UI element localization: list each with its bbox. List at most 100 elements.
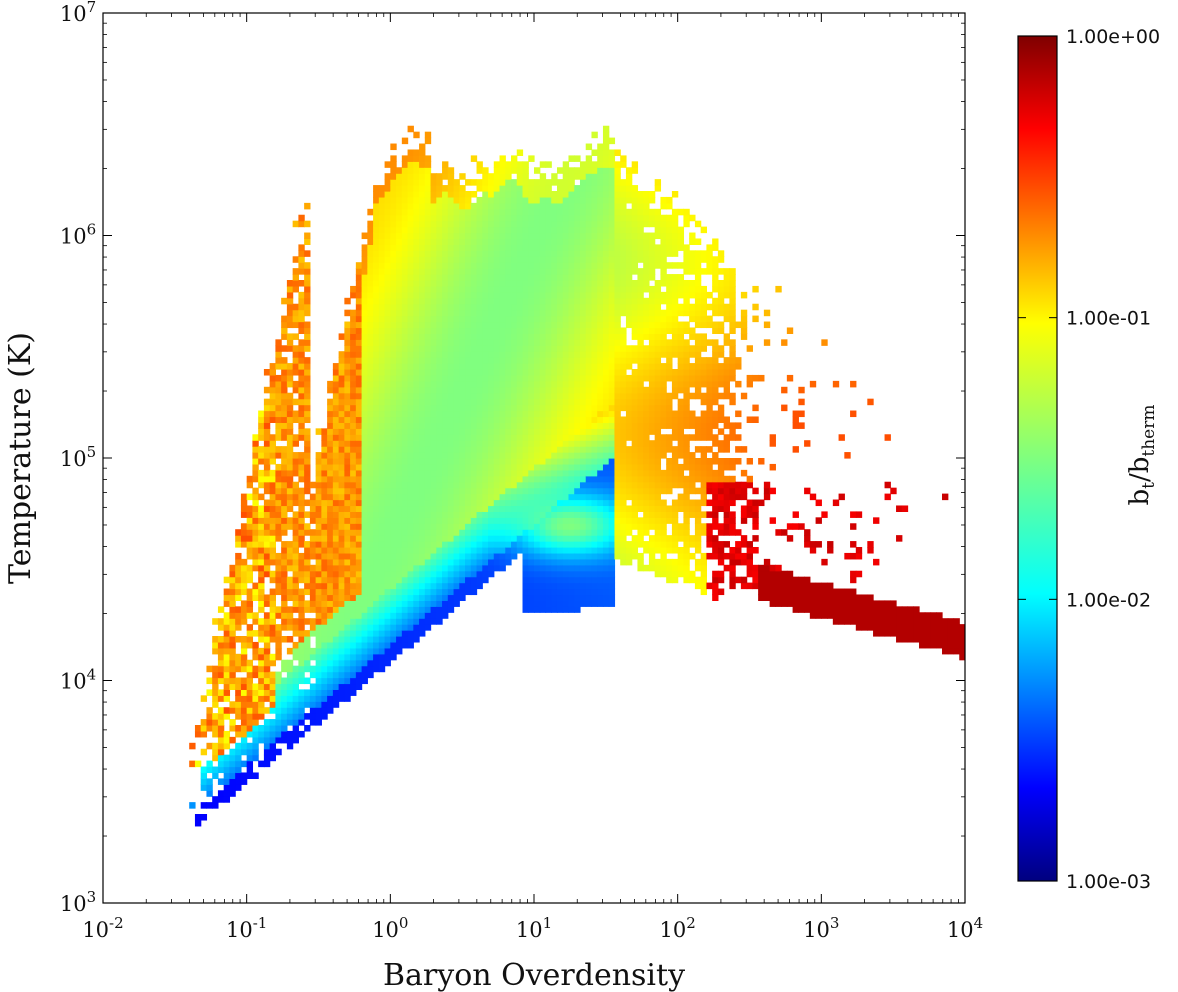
heatmap-cell: [361, 529, 368, 536]
heatmap-cell: [275, 363, 282, 370]
heatmap-cell: [442, 244, 449, 251]
heatmap-cell: [476, 214, 483, 222]
heatmap-cell: [401, 618, 409, 625]
heatmap-cell: [482, 410, 489, 418]
heatmap-cell: [229, 760, 236, 768]
heatmap-cell: [585, 570, 593, 578]
heatmap-cell: [413, 576, 420, 584]
heatmap-cell: [281, 719, 288, 726]
heatmap-cell: [591, 345, 598, 352]
heatmap-cell: [355, 475, 363, 483]
heatmap-cell: [436, 327, 443, 334]
heatmap-cell: [442, 297, 449, 305]
heatmap-cell: [602, 416, 610, 423]
heatmap-cell: [591, 487, 598, 495]
heatmap-cell: [574, 582, 581, 590]
heatmap-cell: [447, 392, 455, 400]
heatmap-cell: [614, 452, 621, 459]
heatmap-cell: [539, 274, 547, 281]
heatmap-cell: [528, 570, 535, 578]
heatmap-cell: [355, 440, 363, 447]
heatmap-cell: [614, 505, 621, 512]
heatmap-cell: [304, 582, 311, 590]
heatmap-cell: [361, 428, 368, 435]
heatmap-cell: [516, 458, 524, 465]
heatmap-cell: [258, 541, 265, 548]
heatmap-cell: [424, 475, 432, 483]
heatmap-cell: [321, 600, 328, 607]
heatmap-cell: [608, 410, 616, 418]
heatmap-cell: [585, 529, 593, 536]
heatmap-cell: [413, 618, 420, 625]
heatmap-cell: [407, 315, 414, 323]
heatmap-cell: [407, 630, 414, 637]
heatmap-cell: [419, 576, 426, 584]
heatmap-cell: [338, 380, 345, 388]
heatmap-cell: [447, 274, 455, 281]
heatmap-cell: [258, 481, 265, 489]
heatmap-cell: [602, 558, 610, 566]
heatmap-cell: [263, 517, 271, 524]
heatmap-cell: [511, 303, 518, 311]
heatmap-cell: [327, 440, 334, 447]
heatmap-cell: [419, 250, 426, 257]
heatmap-cell: [539, 232, 547, 240]
heatmap-cell: [350, 677, 357, 685]
heatmap-cell: [574, 191, 581, 198]
heatmap-cell: [591, 303, 598, 311]
heatmap-cell: [482, 416, 489, 423]
heatmap-cell: [407, 321, 414, 329]
heatmap-cell: [292, 369, 299, 376]
heatmap-cell: [430, 570, 437, 578]
heatmap-cell: [608, 262, 616, 269]
heatmap-cell: [545, 392, 552, 400]
heatmap-cell: [597, 440, 604, 447]
heatmap-cell: [465, 291, 472, 299]
heatmap-cell: [574, 220, 581, 228]
heatmap-cell: [614, 345, 621, 352]
heatmap-cell: [499, 380, 506, 388]
heatmap-cell: [367, 440, 374, 447]
heatmap-cell: [511, 232, 518, 240]
heatmap-cell: [511, 404, 518, 412]
heatmap-cell: [447, 262, 455, 269]
heatmap-cell: [373, 202, 380, 210]
heatmap-cell: [539, 440, 547, 447]
heatmap-cell: [367, 570, 374, 578]
heatmap-cell: [602, 161, 610, 168]
heatmap-cell: [355, 547, 363, 554]
heatmap-cell: [459, 576, 466, 584]
heatmap-cell: [505, 315, 512, 323]
heatmap-cell: [551, 582, 558, 590]
heatmap-cell: [597, 291, 604, 299]
heatmap-cell: [488, 452, 495, 459]
heatmap-cell: [246, 535, 254, 542]
heatmap-cell: [488, 511, 495, 518]
heatmap-cell: [499, 280, 506, 287]
heatmap-cell: [263, 707, 271, 714]
heatmap-cell: [384, 547, 391, 554]
heatmap-cell: [246, 659, 254, 667]
heatmap-cell: [459, 285, 466, 293]
heatmap-cell: [286, 677, 294, 685]
heatmap-cell: [286, 707, 294, 714]
heatmap-cell: [396, 351, 403, 358]
heatmap-cell: [620, 475, 627, 483]
heatmap-cell: [470, 416, 478, 423]
heatmap-cell: [574, 155, 581, 162]
heatmap-cell: [304, 695, 311, 702]
heatmap-cell: [545, 552, 552, 560]
heatmap-cell: [355, 671, 363, 679]
heatmap-cell: [327, 588, 334, 596]
heatmap-cell: [516, 475, 524, 483]
heatmap-cell: [602, 131, 610, 139]
heatmap-cell: [482, 309, 489, 317]
heatmap-cell: [516, 493, 524, 501]
heatmap-cell: [332, 392, 340, 400]
heatmap-cell: [534, 529, 541, 536]
heatmap-cell: [620, 434, 627, 441]
heatmap-cell: [465, 351, 472, 358]
heatmap-cell: [286, 422, 294, 429]
heatmap-cell: [332, 558, 340, 566]
heatmap-cell: [488, 428, 495, 435]
